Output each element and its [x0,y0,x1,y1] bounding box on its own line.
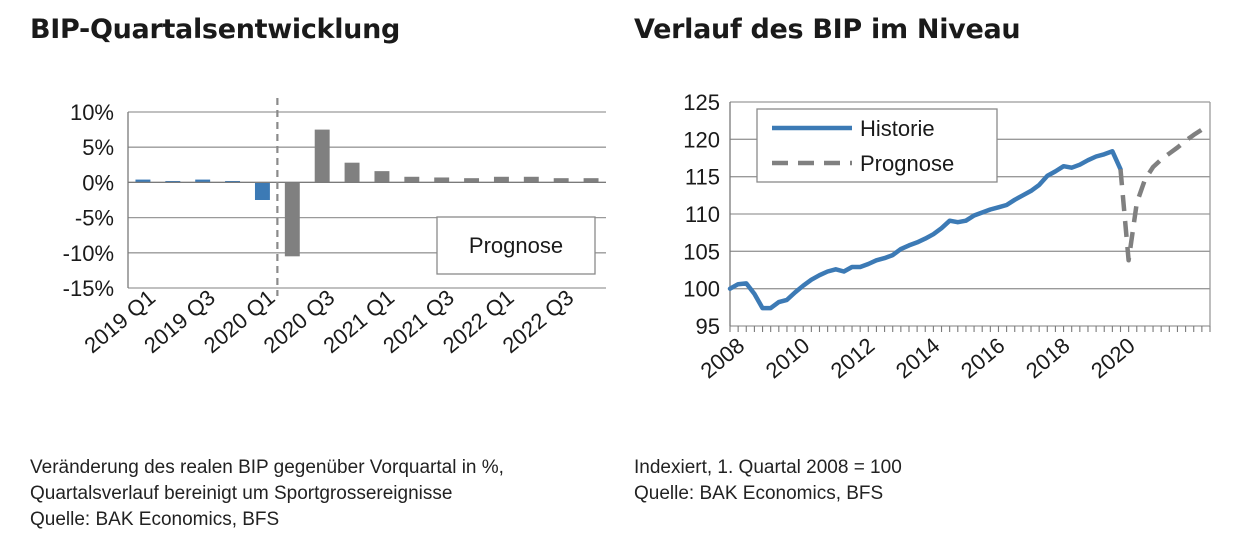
bar-2019-q3 [195,179,211,183]
y-tick-label: 100 [683,277,720,302]
bar-2019-q4 [225,180,241,183]
legend-box: Historie Prognose [756,108,998,183]
y-tick-label: -10% [63,241,114,266]
chart-title: Verlauf des BIP im Niveau [634,14,1021,45]
legend-frame [756,108,998,183]
chart-notes: Veränderung des realen BIP gegenüber Vor… [30,455,504,533]
x-tick-label: 2016 [956,333,1010,384]
bar-2020-q3 [314,129,330,183]
legend-label: Prognose [860,151,954,176]
bar-2021-q2 [404,176,420,183]
legend-label: Prognose [469,233,563,258]
y-tick-label: 105 [683,239,720,264]
bar-2020-q2 [284,182,300,257]
chart-title: BIP-Quartalsentwicklung [30,14,401,45]
y-tick-label: 115 [685,165,720,190]
legend-label: Historie [860,116,935,141]
x-tick-label: 2018 [1021,333,1075,384]
x-tick-label: 2008 [696,333,750,384]
y-tick-label: -15% [63,276,114,301]
series-line-prognose [1118,123,1212,263]
x-tick-label: 2012 [826,333,880,384]
y-tick-label: 5% [82,135,114,160]
y-tick-label: 125 [683,90,720,115]
y-tick-label: 0% [82,170,114,195]
x-tick-label: 2014 [891,333,945,384]
bar-2021-q4 [464,178,480,183]
y-tick-label: -5% [75,206,114,231]
bar-2019-q2 [165,180,181,183]
bar-2020-q4 [344,162,360,183]
note-line: Quelle: BAK Economics, BFS [634,483,884,504]
bar-2022-q2 [523,176,539,183]
bar-2021-q3 [434,177,450,183]
y-tick-label: 95 [696,314,720,339]
chart-notes: Indexiert, 1. Quartal 2008 = 100 Quelle:… [634,455,902,507]
chart-panel-level: Verlauf des BIP im Niveau 95 100 105 110 115… [620,0,1240,550]
line-chart: 95 100 105 110 115 120 125 2008 2010 2012 2014 2016… [683,90,1212,384]
series-line-historie [727,149,1123,311]
bar-2022-q3 [553,178,569,183]
note-line: Quartalsverlauf bereinigt um Sportgrosse… [30,483,453,504]
bar-2019-q1 [135,179,151,183]
bar-2022-q1 [493,176,509,183]
bar-2022-q4 [583,178,599,183]
note-line: Indexiert, 1. Quartal 2008 = 100 [634,457,902,478]
legend-box: Prognose [436,216,596,275]
y-tick-label: 110 [685,202,720,227]
x-tick-label: 2020 [1086,333,1140,384]
x-tick-label: 2010 [761,333,815,384]
note-line: Veränderung des realen BIP gegenüber Vor… [30,457,504,478]
note-line: Quelle: BAK Economics, BFS [30,509,280,530]
bar-2020-q1 [254,182,270,200]
chart-panel-quarterly: BIP-Quartalsentwicklung -15% -10% -5% 0% 5% 1… [30,14,606,533]
legend-frame [436,216,596,275]
bar-2021-q1 [374,171,390,183]
y-tick-label: 10% [70,100,114,125]
y-tick-label: 120 [683,127,720,152]
